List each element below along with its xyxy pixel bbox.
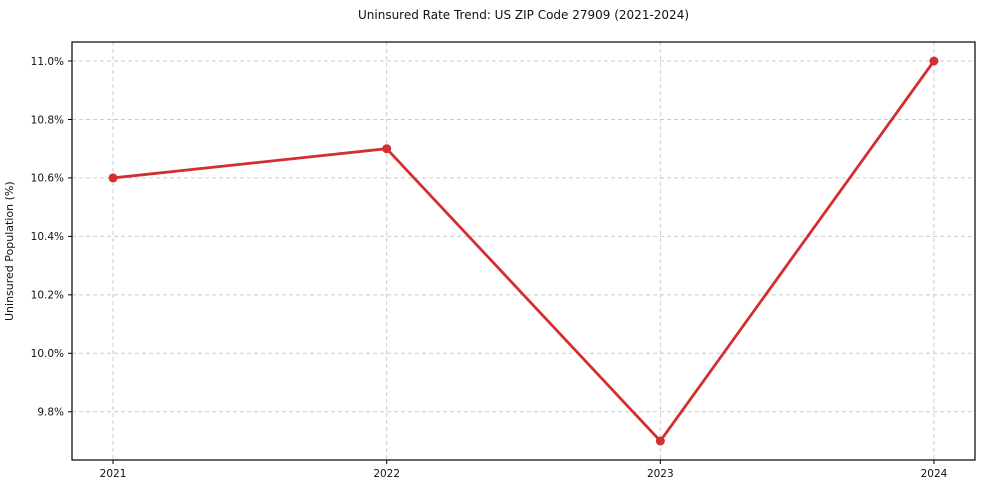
x-tick-label: 2022 xyxy=(373,468,400,480)
trend-line xyxy=(111,59,936,443)
y-tick-label: 9.8% xyxy=(37,407,64,419)
y-tick-label: 10.6% xyxy=(31,173,64,185)
data-point xyxy=(929,56,939,66)
x-tick-label: 2021 xyxy=(100,468,127,480)
y-tick-label: 10.2% xyxy=(31,290,64,302)
y-tick-label: 10.8% xyxy=(31,114,64,126)
data-point xyxy=(655,436,665,446)
data-point xyxy=(382,144,392,154)
chart-title: Uninsured Rate Trend: US ZIP Code 27909 … xyxy=(357,8,690,22)
y-tick-label: 10.0% xyxy=(31,348,64,360)
y-tick-label: 10.4% xyxy=(31,231,64,243)
plot-border xyxy=(71,41,976,461)
y-tick-label: 11.0% xyxy=(31,56,64,68)
data-point xyxy=(108,173,118,183)
x-tick-label: 2024 xyxy=(921,468,948,480)
x-tick-label: 2023 xyxy=(647,468,674,480)
